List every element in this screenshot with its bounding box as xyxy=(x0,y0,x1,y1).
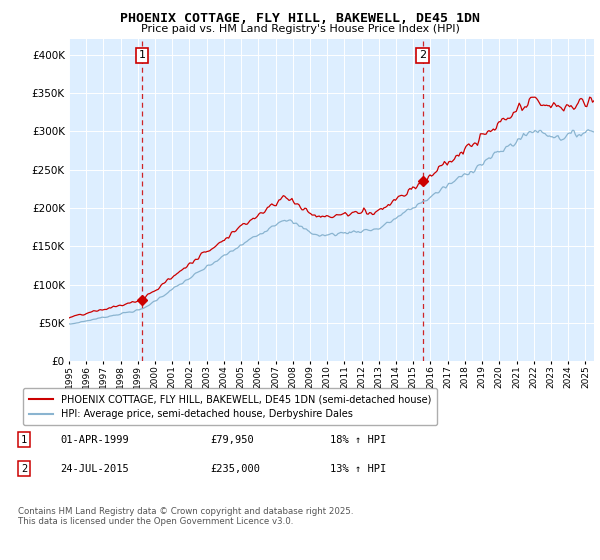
Text: 2: 2 xyxy=(21,464,27,474)
Text: 13% ↑ HPI: 13% ↑ HPI xyxy=(330,464,386,474)
Text: £79,950: £79,950 xyxy=(210,435,254,445)
Text: 01-APR-1999: 01-APR-1999 xyxy=(60,435,129,445)
Text: Price paid vs. HM Land Registry's House Price Index (HPI): Price paid vs. HM Land Registry's House … xyxy=(140,24,460,34)
Text: 2: 2 xyxy=(419,50,426,60)
Text: £235,000: £235,000 xyxy=(210,464,260,474)
Legend: PHOENIX COTTAGE, FLY HILL, BAKEWELL, DE45 1DN (semi-detached house), HPI: Averag: PHOENIX COTTAGE, FLY HILL, BAKEWELL, DE4… xyxy=(23,389,437,425)
Text: 1: 1 xyxy=(139,50,146,60)
Text: 24-JUL-2015: 24-JUL-2015 xyxy=(60,464,129,474)
Text: PHOENIX COTTAGE, FLY HILL, BAKEWELL, DE45 1DN: PHOENIX COTTAGE, FLY HILL, BAKEWELL, DE4… xyxy=(120,12,480,25)
Text: 18% ↑ HPI: 18% ↑ HPI xyxy=(330,435,386,445)
Text: 1: 1 xyxy=(21,435,27,445)
Text: Contains HM Land Registry data © Crown copyright and database right 2025.
This d: Contains HM Land Registry data © Crown c… xyxy=(18,507,353,526)
